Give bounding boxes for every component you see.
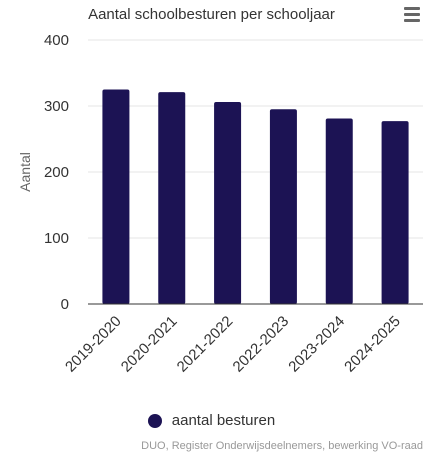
y-tick-label: 200 [44, 164, 69, 181]
chart-title: Aantal schoolbesturen per schooljaar [88, 6, 335, 23]
bar-chart: 0100200300400Aantal2019-20202020-2021202… [17, 32, 423, 376]
y-tick-label: 400 [44, 32, 69, 49]
y-axis-title: Aantal [17, 152, 33, 192]
x-tick-label: 2023-2024 [285, 313, 348, 376]
bar-2020-2021[interactable] [158, 92, 186, 304]
bar-2021-2022[interactable] [214, 102, 242, 304]
y-tick-label: 100 [44, 230, 69, 247]
legend-symbol [147, 413, 162, 428]
x-tick-label: 2024-2025 [341, 313, 404, 376]
x-tick-label: 2021-2022 [174, 313, 237, 376]
bar-2022-2023[interactable] [269, 109, 297, 304]
bar-2023-2024[interactable] [325, 118, 353, 304]
x-tick-label: 2020-2021 [118, 313, 181, 376]
legend[interactable]: aantal besturen [0, 412, 423, 429]
hamburger-menu-icon[interactable] [402, 4, 422, 24]
x-tick-label: 2019-2020 [62, 313, 125, 376]
source-credits: DUO, Register Onderwijsdeelnemers, bewer… [141, 440, 423, 452]
y-tick-label: 300 [44, 98, 69, 115]
bar-2019-2020[interactable] [102, 89, 130, 305]
y-tick-label: 0 [61, 296, 69, 313]
x-tick-label: 2022-2023 [230, 313, 293, 376]
legend-label: aantal besturen [171, 412, 276, 429]
bar-2024-2025[interactable] [381, 121, 409, 305]
